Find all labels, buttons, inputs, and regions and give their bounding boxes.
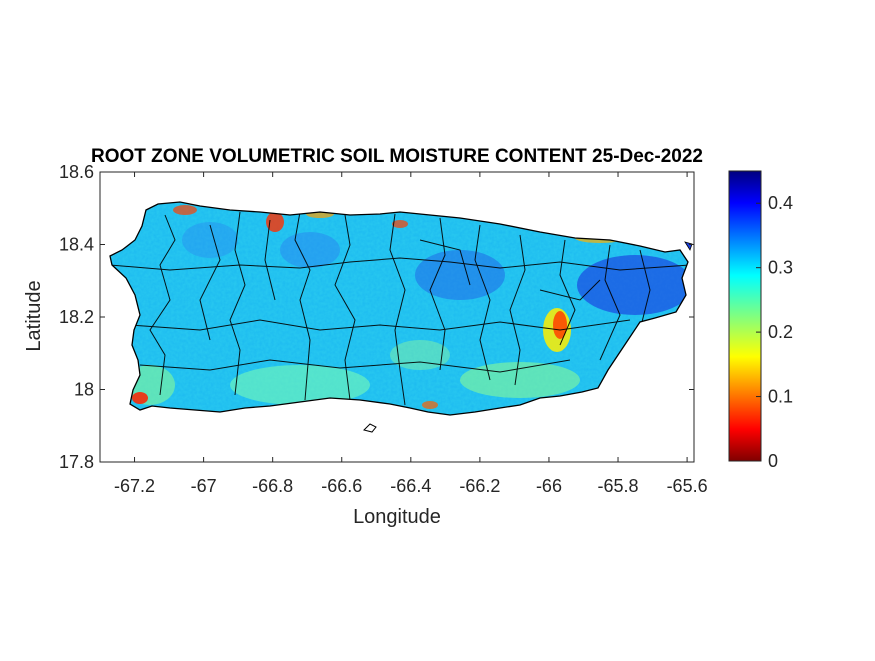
- x-tick-label: -67.2: [114, 476, 155, 496]
- x-tick-label: -66: [536, 476, 562, 496]
- islet: [363, 423, 377, 433]
- x-axis: -67.2 -67 -66.8 -66.6 -66.4 -66.2 -66 -65.8 -65.…: [114, 172, 708, 496]
- soil-moisture-field: [109, 201, 693, 433]
- colorbar-gradient: [728, 170, 762, 462]
- x-tick-label: -66.6: [321, 476, 362, 496]
- y-tick-label: 17.8: [59, 452, 94, 472]
- y-tick-label: 18.6: [59, 162, 94, 182]
- colorbar-tick-label: 0.2: [768, 322, 793, 342]
- map-title: ROOT ZONE VOLUMETRIC SOIL MOISTURE CONTE…: [91, 146, 703, 167]
- colorbar-tick-label: 0.1: [768, 387, 793, 407]
- x-tick-label: -65.8: [598, 476, 639, 496]
- x-axis-label: Longitude: [353, 506, 441, 528]
- y-tick-label: 18.4: [59, 235, 94, 255]
- y-axis-label: Latitude: [23, 280, 45, 351]
- x-tick-label: -66.8: [252, 476, 293, 496]
- y-axis: 17.8 18 18.2 18.4 18.6: [59, 162, 694, 472]
- x-tick-label: -67: [191, 476, 217, 496]
- y-tick-label: 18.2: [59, 307, 94, 327]
- colorbar-tick-label: 0.3: [768, 258, 793, 278]
- x-tick-label: -66.2: [459, 476, 500, 496]
- x-tick-label: -66.4: [390, 476, 431, 496]
- y-tick-label: 18: [74, 380, 94, 400]
- colorbar: 0 0.1 0.2 0.3 0.4: [728, 170, 793, 471]
- x-tick-label: -65.6: [667, 476, 708, 496]
- colorbar-tick-label: 0.4: [768, 193, 793, 213]
- island-coastline: [109, 201, 689, 416]
- colorbar-ticks: 0 0.1 0.2 0.3 0.4: [756, 193, 793, 471]
- colorbar-tick-label: 0: [768, 451, 778, 471]
